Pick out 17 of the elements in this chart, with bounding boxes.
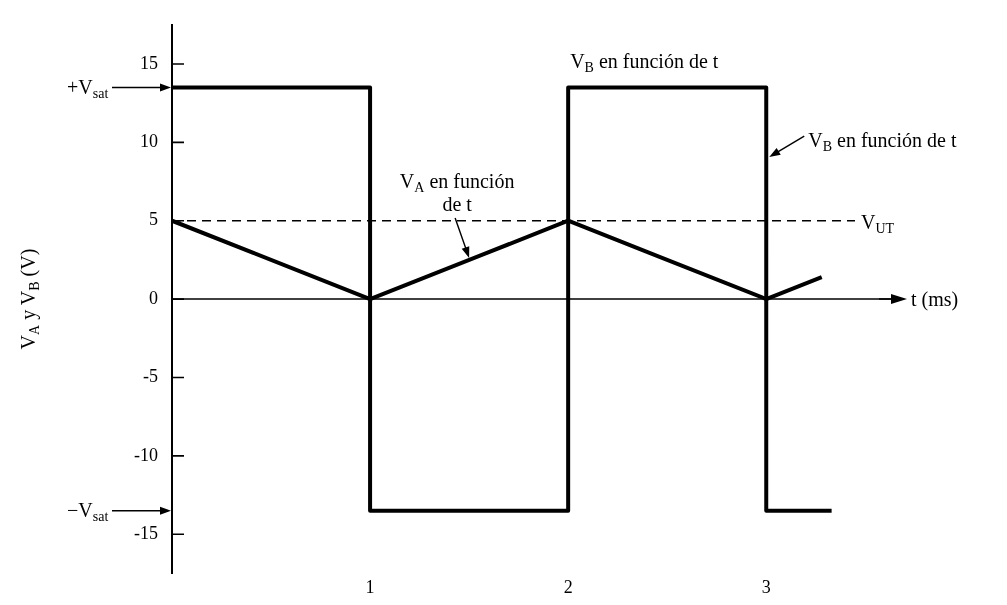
y-tick-label: -15 bbox=[134, 522, 158, 543]
text: +V$_{sat}$ bbox=[67, 75, 109, 102]
y-tick-label: 15 bbox=[140, 52, 158, 73]
x-tick-label: 2 bbox=[563, 576, 573, 597]
y-tick-label: -5 bbox=[143, 366, 158, 387]
x-axis-title: t (ms) bbox=[911, 287, 959, 311]
y-tick-label: -10 bbox=[134, 444, 158, 465]
annotation: V$_{B}$ en función de t bbox=[808, 128, 957, 154]
annotation: V$_{A}$ en función de t bbox=[398, 169, 516, 216]
y-tick-label: 0 bbox=[149, 287, 158, 308]
annotation: V$_{B}$ en función de t bbox=[570, 50, 719, 76]
x-tick-label: 3 bbox=[761, 576, 771, 597]
x-tick-label: 1 bbox=[365, 576, 375, 597]
ref-line-label: V$_{UT}$ bbox=[861, 211, 895, 237]
text: −V$_{sat}$ bbox=[67, 499, 109, 525]
y-tick-label: 5 bbox=[149, 209, 158, 230]
y-tick-label: 10 bbox=[140, 131, 158, 152]
